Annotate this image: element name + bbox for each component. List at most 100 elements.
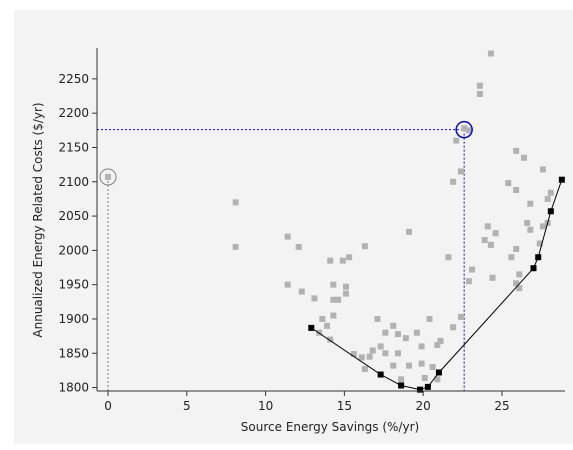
scatter-point[interactable]	[295, 243, 302, 250]
scatter-point[interactable]	[382, 350, 389, 357]
scatter-point[interactable]	[487, 50, 494, 57]
scatter-point[interactable]	[505, 180, 512, 187]
scatter-point[interactable]	[406, 362, 412, 369]
scatter-point[interactable]	[544, 195, 551, 202]
scatter-point[interactable]	[335, 296, 342, 303]
scatter-point[interactable]	[458, 168, 464, 175]
scatter-point[interactable]	[527, 226, 534, 233]
scatter-point[interactable]	[390, 322, 397, 329]
scatter-point[interactable]	[346, 254, 353, 261]
scatter-point[interactable]	[516, 271, 523, 278]
selected-point-marker[interactable]	[455, 120, 473, 139]
scatter-point[interactable]	[358, 354, 365, 361]
scatter-point[interactable]	[445, 254, 452, 261]
scatter-point[interactable]	[350, 350, 357, 357]
scatter-point[interactable]	[465, 278, 472, 285]
frontier-point[interactable]	[308, 324, 315, 331]
scatter-point[interactable]	[458, 313, 464, 320]
scatter-point[interactable]	[311, 295, 318, 302]
scatter-point[interactable]	[421, 374, 428, 381]
scatter-point[interactable]	[394, 350, 401, 357]
scatter-point[interactable]	[508, 254, 515, 261]
frontier-point[interactable]	[377, 371, 384, 378]
scatter-point[interactable]	[327, 257, 334, 264]
frontier-point[interactable]	[547, 208, 554, 215]
y-tick-label: 2100	[58, 175, 89, 189]
scatter-point[interactable]	[426, 315, 433, 322]
optimal-frontier-line	[311, 179, 563, 391]
scatter-point[interactable]	[369, 347, 376, 354]
scatter-point[interactable]	[342, 283, 349, 290]
scatter-point[interactable]	[539, 166, 546, 173]
scatter-point[interactable]	[450, 178, 457, 185]
scatter-point[interactable]	[390, 362, 397, 369]
scatter-point[interactable]	[434, 342, 441, 349]
frontier-point[interactable]	[435, 369, 442, 376]
scatter-point[interactable]	[105, 173, 112, 180]
scatter-point[interactable]	[418, 343, 425, 350]
scatter-point[interactable]	[374, 315, 381, 322]
scatter-point[interactable]	[361, 366, 368, 373]
scatter-point[interactable]	[476, 90, 483, 97]
scatter-point[interactable]	[527, 200, 534, 207]
scatter-point[interactable]	[319, 315, 326, 322]
scatter-point[interactable]	[453, 137, 460, 144]
x-tick-label: 10	[258, 399, 273, 413]
scatter-point[interactable]	[481, 237, 488, 244]
y-axis-title: Annualized Energy Related Costs ($/yr)	[31, 102, 45, 337]
scatter-point[interactable]	[524, 219, 531, 226]
scatter-point[interactable]	[437, 337, 444, 344]
baseline-point-marker[interactable]	[99, 168, 117, 186]
scatter-point[interactable]	[232, 243, 239, 250]
scatter-point[interactable]	[413, 329, 420, 336]
scatter-point[interactable]	[489, 274, 496, 281]
scatter-point[interactable]	[516, 285, 523, 292]
frontier-point[interactable]	[558, 176, 565, 183]
scatter-point[interactable]	[406, 228, 412, 235]
scatter-point[interactable]	[487, 241, 494, 248]
scatter-point[interactable]	[513, 245, 520, 252]
frontier-point[interactable]	[530, 265, 537, 272]
frontier-point[interactable]	[398, 382, 405, 389]
scatter-point[interactable]	[434, 376, 441, 383]
scatter-point[interactable]	[429, 363, 436, 370]
scatter-point[interactable]	[382, 329, 389, 336]
scatter-point[interactable]	[327, 336, 334, 343]
scatter-point[interactable]	[418, 360, 425, 367]
scatter-point[interactable]	[513, 147, 520, 154]
scatter-point[interactable]	[394, 331, 401, 338]
frontier-point[interactable]	[417, 386, 424, 393]
scatter-point[interactable]	[539, 223, 546, 230]
points-layer	[105, 50, 554, 383]
scatter-point[interactable]	[324, 322, 331, 329]
scatter-point[interactable]	[377, 343, 384, 350]
scatter-point[interactable]	[330, 281, 337, 288]
frontier-point[interactable]	[424, 383, 431, 390]
frontier-point[interactable]	[535, 254, 542, 261]
scatter-point[interactable]	[330, 312, 337, 319]
scatter-point[interactable]	[450, 324, 457, 331]
scatter-point[interactable]	[232, 199, 239, 206]
y-tick-label: 1950	[58, 278, 89, 292]
scatter-point[interactable]	[339, 257, 346, 264]
scatter-point[interactable]	[342, 290, 349, 297]
scatter-point[interactable]	[547, 189, 554, 196]
scatter-point[interactable]	[298, 288, 305, 295]
scatter-point[interactable]	[402, 335, 409, 342]
scatter-point[interactable]	[361, 243, 368, 250]
scatter-point[interactable]	[476, 82, 483, 89]
scatter-point[interactable]	[330, 296, 337, 303]
scatter-point[interactable]	[536, 240, 543, 247]
scatter-point[interactable]	[461, 125, 468, 132]
scatter-point[interactable]	[284, 281, 291, 288]
scatter-point[interactable]	[469, 266, 476, 273]
scatter-point[interactable]	[366, 353, 373, 360]
scatter-point[interactable]	[398, 376, 405, 383]
scatter-point[interactable]	[513, 187, 520, 194]
scatter-point[interactable]	[484, 223, 491, 230]
scatter-point[interactable]	[513, 280, 520, 287]
scatter-point[interactable]	[521, 154, 528, 161]
scatter-point[interactable]	[492, 230, 499, 237]
scatter-point[interactable]	[465, 127, 472, 134]
scatter-point[interactable]	[284, 233, 291, 240]
